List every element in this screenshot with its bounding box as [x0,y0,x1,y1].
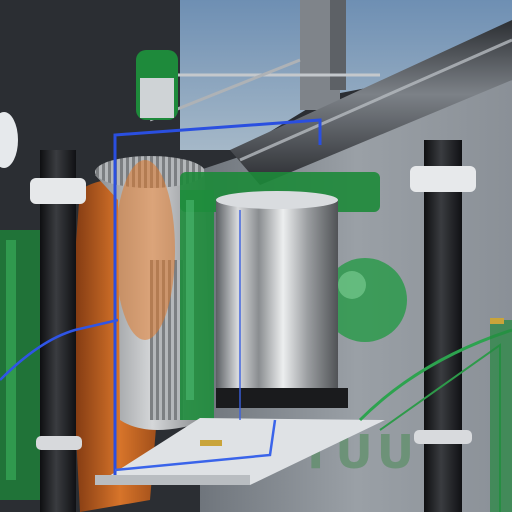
white-tray [95,418,385,485]
threaded-rod-right [424,140,462,512]
steel-cylinder [216,200,338,395]
blue-wire-bottom [114,419,277,472]
cylinder-top [216,191,338,209]
rod-nut-left [30,178,86,204]
rod-collar-right [414,430,472,444]
rod-nut-right [410,166,476,192]
mullion-shadow [330,0,346,90]
green-frame-side [180,190,214,420]
pipe-highlight [239,38,512,162]
sphere-highlight [338,271,366,299]
green-frame-right [490,320,512,512]
ceiling-lamp [0,112,18,168]
cap-steel [140,78,174,118]
cylinder-base [216,388,348,408]
frame-side-highlight [186,200,194,400]
blue-wire-left [0,318,119,381]
tray-edge [95,475,250,485]
gold-contact-right [490,318,504,324]
gear-orange-face [115,160,175,340]
rod-collar-left [36,436,82,450]
blue-wire-main [113,118,322,475]
gold-contact [200,440,222,446]
frame-left-highlight [6,240,16,480]
